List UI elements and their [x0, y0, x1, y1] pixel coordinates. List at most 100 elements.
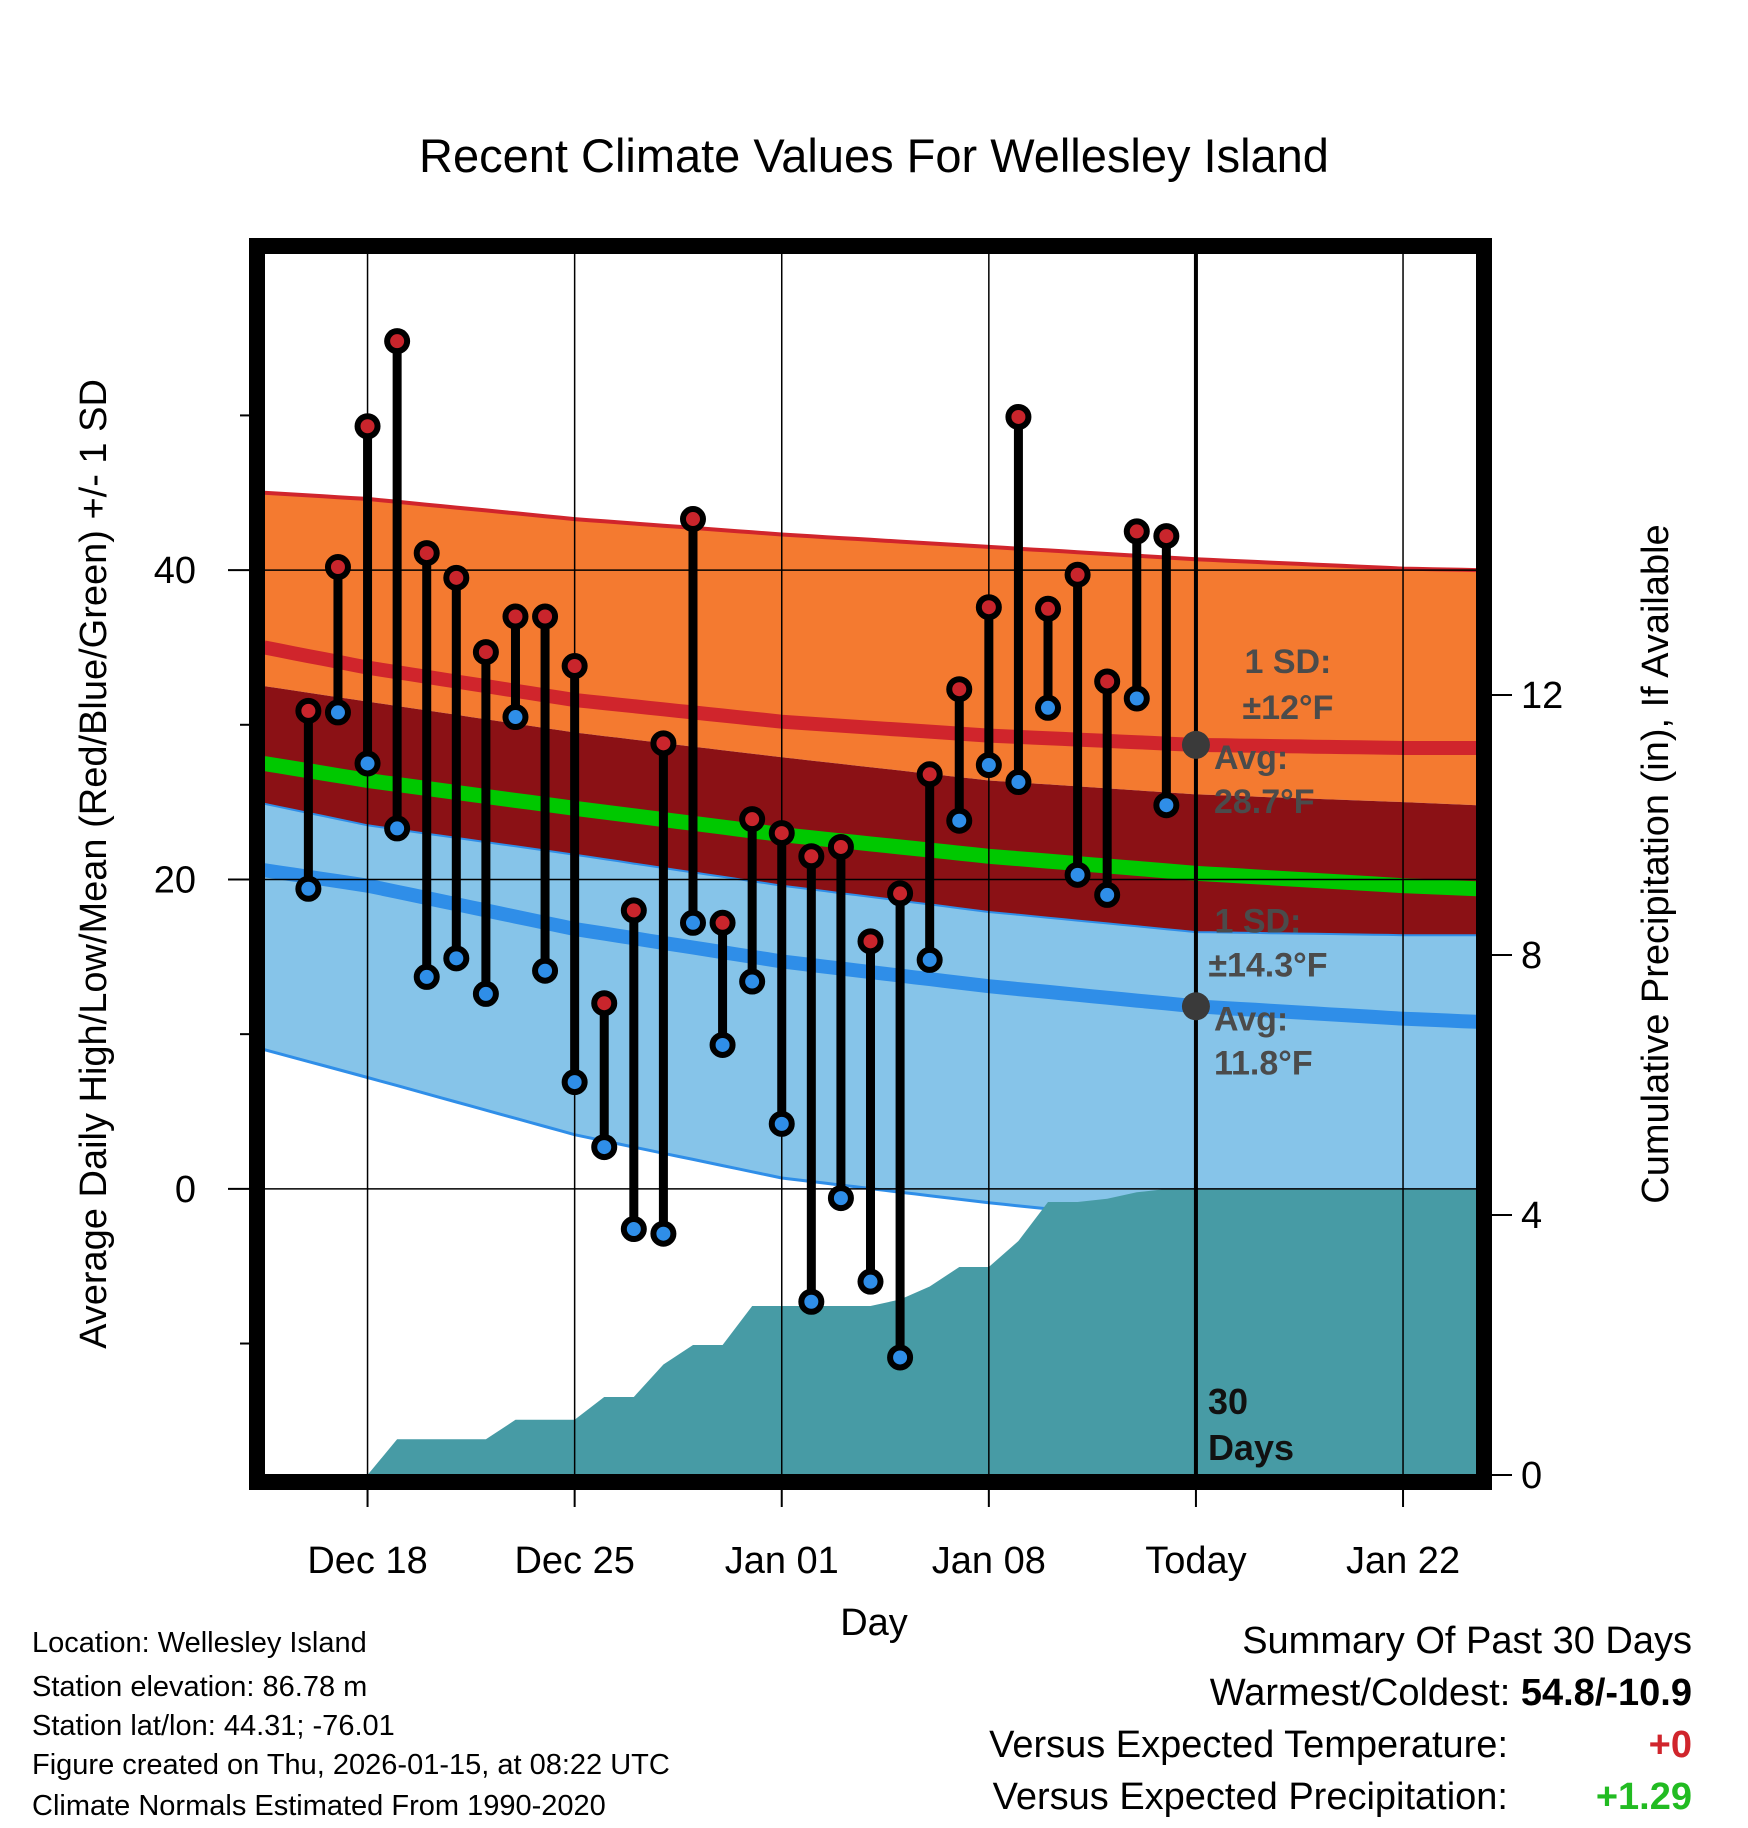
high-point — [620, 897, 647, 924]
low-avg-value: 11.8°F — [1214, 1044, 1313, 1082]
low-point — [798, 1288, 825, 1315]
low-point — [472, 980, 499, 1007]
temperature-observations — [295, 328, 1180, 1371]
high-point — [561, 653, 588, 680]
low-point — [324, 699, 351, 726]
low-point — [413, 963, 440, 990]
low-point — [1123, 685, 1150, 712]
x-tick-label: Today — [1145, 1540, 1246, 1582]
low-point — [384, 815, 411, 842]
high-point — [1035, 595, 1062, 622]
low-point — [857, 1268, 884, 1295]
info-elevation: Station elevation: 86.78 m — [32, 1671, 368, 1703]
high-avg-value: 28.7°F — [1214, 783, 1315, 821]
high-point — [798, 843, 825, 870]
low-point — [502, 704, 529, 731]
mean-line — [264, 756, 1477, 897]
low-point — [739, 968, 766, 995]
summary-warmest-row: Warmest/Coldest: 54.8/-10.9 — [1210, 1672, 1692, 1715]
summary-precip-number: +1.29 — [1595, 1776, 1692, 1818]
high-upper-line — [264, 490, 1477, 573]
low-point — [1005, 769, 1032, 796]
high-point — [827, 833, 854, 860]
high-point — [324, 554, 351, 581]
x-tick-label: Jan 01 — [725, 1540, 839, 1582]
y2-tick-label: 0 — [1521, 1455, 1542, 1497]
high-point — [975, 594, 1002, 621]
low-point — [561, 1069, 588, 1096]
high-point — [532, 603, 559, 630]
low-avg-label: Avg: — [1214, 1000, 1288, 1038]
high-point — [502, 603, 529, 630]
low-point — [1153, 792, 1180, 819]
x-tick-label: Jan 22 — [1346, 1540, 1460, 1582]
plot-frame — [249, 238, 1492, 1490]
info-latlon: Station lat/lon: 44.31; -76.01 — [32, 1710, 395, 1742]
high-point — [679, 506, 706, 533]
days-number: 30 — [1208, 1381, 1248, 1422]
low-point — [827, 1185, 854, 1212]
low-point — [975, 752, 1002, 779]
summary-precip-value: +1.29 — [1596, 1776, 1692, 1819]
y2-axis-label: Cumulative Precipitation (in), If Availa… — [1635, 524, 1677, 1203]
chart-title: Recent Climate Values For Wellesley Isla… — [419, 129, 1329, 182]
high-point — [946, 676, 973, 703]
days-word: Days — [1208, 1427, 1294, 1468]
high-sd-value: ±12°F — [1243, 689, 1334, 727]
summary-temp-label: Versus Expected Temperature: — [989, 1724, 1508, 1766]
high-point — [768, 820, 795, 847]
high-point — [887, 880, 914, 907]
x-tick-label: Jan 08 — [932, 1540, 1046, 1582]
high-point — [1094, 668, 1121, 695]
x-tick-label: Dec 18 — [307, 1540, 427, 1582]
low-point — [679, 909, 706, 936]
high-point — [1005, 403, 1032, 430]
low-point — [354, 750, 381, 777]
high-point — [443, 564, 470, 591]
y2-tick-label: 4 — [1521, 1195, 1542, 1237]
summary-title: Summary Of Past 30 Days — [1242, 1620, 1692, 1662]
y2-tick-label: 8 — [1521, 935, 1542, 977]
low-point — [1094, 881, 1121, 908]
y-tick-label: 40 — [154, 550, 196, 592]
axes: Dec 18 Dec 25 Jan 01 Jan 08 Today Jan 22 0 20 40… — [154, 414, 1563, 1582]
info-created: Figure created on Thu, 2026-01-15, at 08… — [32, 1749, 670, 1781]
low-point — [532, 957, 559, 984]
high-point — [413, 540, 440, 567]
summary-warmest-label: Warmest/Coldest: — [1209, 1672, 1511, 1714]
high-avg-label: Avg: — [1214, 739, 1288, 777]
high-point — [1064, 561, 1091, 588]
low-point — [1035, 694, 1062, 721]
high-point — [1153, 523, 1180, 550]
high-point — [916, 761, 943, 788]
summary-temp-value: +0 — [1649, 1724, 1692, 1767]
high-point — [650, 730, 677, 757]
summary-temp-number: +0 — [1648, 1724, 1692, 1766]
high-avg-marker — [1181, 730, 1210, 759]
precip-area — [264, 1189, 1477, 1475]
high-point — [591, 990, 618, 1017]
low-point — [620, 1216, 647, 1243]
low-avg-marker — [1181, 992, 1210, 1021]
high-mean-line — [264, 640, 1477, 755]
high-sd-label: 1 SD: — [1244, 643, 1331, 681]
low-point — [768, 1110, 795, 1137]
high-point — [354, 413, 381, 440]
low-point — [650, 1220, 677, 1247]
x-tick-label: Dec 25 — [514, 1540, 634, 1582]
info-normals: Climate Normals Estimated From 1990-2020 — [32, 1790, 606, 1822]
low-point — [916, 946, 943, 973]
high-point — [709, 909, 736, 936]
y-tick-label: 20 — [154, 859, 196, 901]
summary-precip-label: Versus Expected Precipitation: — [992, 1776, 1508, 1818]
low-sd-value: ±14.3°F — [1208, 946, 1327, 984]
low-point — [1064, 861, 1091, 888]
low-point — [591, 1134, 618, 1161]
high-point — [1123, 518, 1150, 545]
high-sd-band — [264, 492, 1477, 806]
high-point — [472, 639, 499, 666]
low-upper-line — [264, 802, 1477, 937]
y2-tick-label: 12 — [1521, 675, 1563, 717]
low-point — [709, 1031, 736, 1058]
